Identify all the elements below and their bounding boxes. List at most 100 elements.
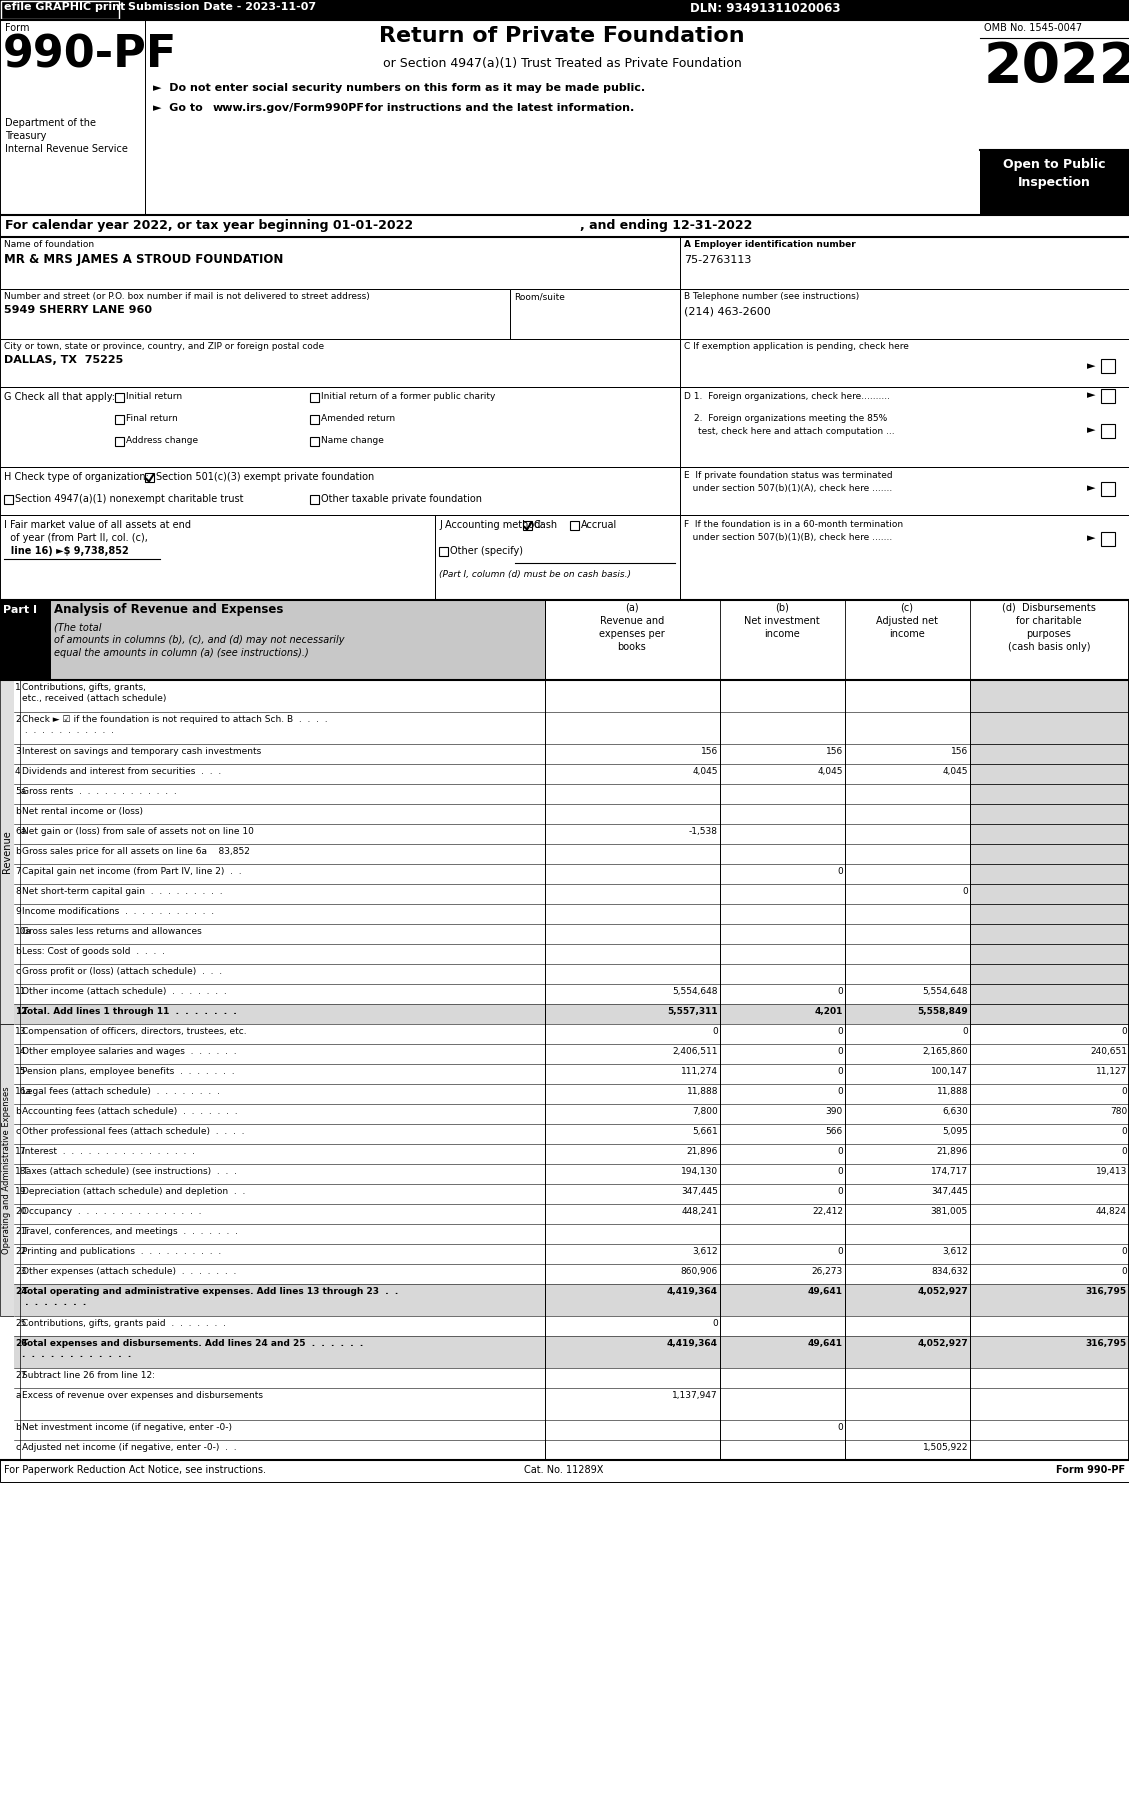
Text: b: b: [15, 1422, 20, 1431]
Bar: [1101, 360, 1115, 372]
Bar: [14, 1163, 1129, 1185]
Bar: [970, 964, 1129, 984]
Bar: [14, 1025, 1129, 1045]
Text: Occupancy  .  .  .  .  .  .  .  .  .  .  .  .  .  .  .: Occupancy . . . . . . . . . . . . . . .: [21, 1206, 201, 1215]
Text: .  .  .  .  .  .  .  .  .  .  .  .: . . . . . . . . . . . .: [21, 1350, 131, 1359]
Text: purposes: purposes: [1026, 629, 1071, 638]
Text: 174,717: 174,717: [931, 1167, 968, 1176]
Text: Gross profit or (loss) (attach schedule)  .  .  .: Gross profit or (loss) (attach schedule)…: [21, 967, 222, 976]
Bar: [0, 0, 1129, 20]
Text: E  If private foundation status was terminated: E If private foundation status was termi…: [684, 471, 893, 480]
Bar: [970, 1003, 1129, 1025]
Text: , and ending 12-31-2022: , and ending 12-31-2022: [580, 219, 752, 232]
Bar: [970, 865, 1129, 885]
Text: C If exemption application is pending, check here: C If exemption application is pending, c…: [684, 342, 909, 351]
Text: .  .  .  .  .  .  .  .  .  .  .: . . . . . . . . . . .: [21, 726, 114, 735]
Bar: [0, 680, 14, 1025]
Bar: [14, 1064, 1129, 1084]
Text: 16a: 16a: [15, 1088, 32, 1097]
Bar: [0, 237, 680, 289]
Text: For Paperwork Reduction Act Notice, see instructions.: For Paperwork Reduction Act Notice, see …: [5, 1465, 266, 1474]
Text: 2,406,511: 2,406,511: [673, 1046, 718, 1055]
Text: Other employee salaries and wages  .  .  .  .  .  .: Other employee salaries and wages . . . …: [21, 1046, 237, 1055]
Text: D 1.  Foreign organizations, check here..........: D 1. Foreign organizations, check here..…: [684, 392, 890, 401]
Text: Contributions, gifts, grants,: Contributions, gifts, grants,: [21, 683, 146, 692]
Text: 156: 156: [951, 746, 968, 755]
Text: 21,896: 21,896: [686, 1147, 718, 1156]
Text: ►: ►: [1087, 361, 1095, 370]
Text: 0: 0: [1121, 1088, 1127, 1097]
Text: Income modifications  .  .  .  .  .  .  .  .  .  .  .: Income modifications . . . . . . . . . .…: [21, 906, 215, 915]
Text: Compensation of officers, directors, trustees, etc.: Compensation of officers, directors, tru…: [21, 1027, 246, 1036]
Text: Net investment income (if negative, enter -0-): Net investment income (if negative, ente…: [21, 1422, 231, 1431]
Text: 3,612: 3,612: [943, 1248, 968, 1257]
Bar: [14, 904, 1129, 924]
Bar: [0, 340, 680, 387]
Bar: [14, 984, 1129, 1003]
Text: b: b: [15, 847, 20, 856]
Text: Excess of revenue over expenses and disbursements: Excess of revenue over expenses and disb…: [21, 1392, 263, 1401]
Text: 13: 13: [15, 1027, 26, 1036]
Text: Initial return: Initial return: [126, 392, 182, 401]
Text: ►: ►: [1087, 424, 1095, 435]
Text: 5,661: 5,661: [692, 1127, 718, 1136]
Bar: [970, 984, 1129, 1003]
Bar: [0, 289, 510, 340]
Text: 7: 7: [15, 867, 20, 876]
Bar: [14, 712, 1129, 744]
Bar: [0, 1460, 1129, 1482]
Text: 11,888: 11,888: [936, 1088, 968, 1097]
Bar: [970, 885, 1129, 904]
Text: efile GRAPHIC print: efile GRAPHIC print: [5, 2, 125, 13]
Bar: [0, 467, 680, 514]
Text: Revenue and: Revenue and: [599, 617, 664, 626]
Text: G Check all that apply:: G Check all that apply:: [5, 392, 115, 403]
Text: OMB No. 1545-0047: OMB No. 1545-0047: [984, 23, 1082, 32]
Text: 0: 0: [838, 1187, 843, 1196]
Text: 316,795: 316,795: [1086, 1287, 1127, 1296]
Text: 566: 566: [825, 1127, 843, 1136]
Bar: [1101, 482, 1115, 496]
Text: Final return: Final return: [126, 414, 177, 423]
Text: 75-2763113: 75-2763113: [684, 255, 752, 264]
Text: Inspection: Inspection: [1017, 176, 1091, 189]
Text: 49,641: 49,641: [808, 1340, 843, 1348]
Text: 26: 26: [15, 1340, 27, 1348]
Text: Amended return: Amended return: [321, 414, 395, 423]
Bar: [14, 964, 1129, 984]
Text: 22: 22: [15, 1248, 26, 1257]
Text: Interest on savings and temporary cash investments: Interest on savings and temporary cash i…: [21, 746, 261, 755]
Text: (214) 463-2600: (214) 463-2600: [684, 307, 771, 316]
Text: Net investment: Net investment: [744, 617, 820, 626]
Text: Legal fees (attach schedule)  .  .  .  .  .  .  .  .: Legal fees (attach schedule) . . . . . .…: [21, 1088, 220, 1097]
Text: 347,445: 347,445: [931, 1187, 968, 1196]
Text: B Telephone number (see instructions): B Telephone number (see instructions): [684, 291, 859, 300]
Text: 4,045: 4,045: [943, 768, 968, 777]
Text: 111,274: 111,274: [681, 1066, 718, 1075]
Text: equal the amounts in column (a) (see instructions).): equal the amounts in column (a) (see ins…: [54, 647, 308, 658]
Text: Return of Private Foundation: Return of Private Foundation: [379, 25, 745, 47]
Text: Other professional fees (attach schedule)  .  .  .  .: Other professional fees (attach schedule…: [21, 1127, 245, 1136]
Text: (d)  Disbursements: (d) Disbursements: [1003, 602, 1096, 613]
Bar: [0, 601, 545, 680]
Text: 26,273: 26,273: [812, 1268, 843, 1277]
Bar: [14, 843, 1129, 865]
Bar: [1, 2, 119, 20]
Bar: [145, 20, 980, 216]
Bar: [970, 944, 1129, 964]
Text: Contributions, gifts, grants paid  .  .  .  .  .  .  .: Contributions, gifts, grants paid . . . …: [21, 1320, 226, 1329]
Text: Subtract line 26 from line 12:: Subtract line 26 from line 12:: [21, 1372, 155, 1381]
Text: 19,413: 19,413: [1095, 1167, 1127, 1176]
Text: DLN: 93491311020063: DLN: 93491311020063: [690, 2, 840, 14]
Text: b: b: [15, 948, 20, 957]
Text: 100,147: 100,147: [931, 1066, 968, 1075]
Text: (The total: (The total: [54, 622, 102, 633]
Bar: [680, 467, 1129, 514]
Text: 1,137,947: 1,137,947: [673, 1392, 718, 1401]
Text: Net gain or (loss) from sale of assets not on line 10: Net gain or (loss) from sale of assets n…: [21, 827, 254, 836]
Text: 1,505,922: 1,505,922: [922, 1444, 968, 1453]
Text: for charitable: for charitable: [1016, 617, 1082, 626]
Text: Depreciation (attach schedule) and depletion  .  .: Depreciation (attach schedule) and deple…: [21, 1187, 245, 1196]
Text: Gross rents  .  .  .  .  .  .  .  .  .  .  .  .: Gross rents . . . . . . . . . . . .: [21, 788, 177, 797]
Text: 0: 0: [838, 1422, 843, 1431]
